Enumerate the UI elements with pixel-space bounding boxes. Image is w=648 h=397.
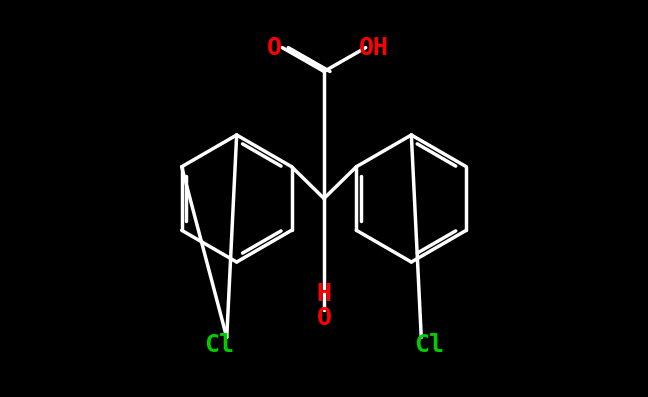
Text: O: O (267, 36, 282, 60)
Text: Cl: Cl (414, 333, 445, 357)
Text: Cl: Cl (203, 333, 234, 357)
Text: O: O (316, 306, 332, 330)
Text: H: H (316, 282, 332, 306)
Text: OH: OH (358, 36, 389, 60)
